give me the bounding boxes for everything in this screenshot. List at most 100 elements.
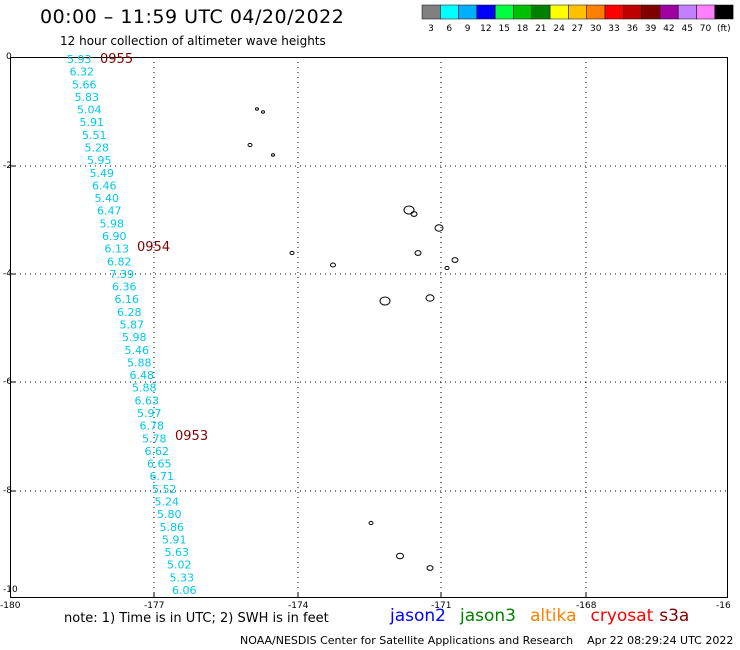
wave-height-label: 5.87	[120, 319, 145, 332]
wave-height-label: 5.88	[132, 382, 157, 395]
wave-height-label: 6.48	[130, 369, 155, 382]
island-outline	[410, 211, 418, 217]
wave-height-label: 5.83	[75, 91, 100, 104]
legend-label: 70	[700, 24, 712, 34]
longitude-label: -177	[144, 601, 165, 611]
wave-height-label: 5.95	[87, 154, 112, 167]
wave-height-label: 5.04	[77, 104, 102, 117]
wave-height-label: 6.82	[107, 255, 132, 268]
wave-height-label: 6.32	[70, 66, 95, 79]
wave-height-label: 6.63	[135, 394, 160, 407]
wave-height-label: 6.47	[97, 205, 122, 218]
island-outline	[261, 110, 265, 114]
island-outline	[403, 205, 415, 215]
wave-height-label: 5.93	[67, 53, 92, 66]
wave-height-label: 5.02	[167, 559, 192, 572]
pass-time-label: 0954	[137, 240, 170, 255]
credit-line: NOAA/NESDIS Center for Satellite Applica…	[240, 634, 733, 647]
wave-height-label: 5.33	[170, 571, 195, 584]
altimeter-track: 5.936.325.665.835.045.915.515.285.955.49…	[67, 52, 208, 597]
legend-label: 3	[428, 24, 434, 34]
wave-height-label: 5.98	[122, 331, 147, 344]
longitude-label: -174	[288, 601, 309, 611]
island-outline	[255, 107, 259, 111]
wave-height-label: 6.06	[172, 584, 197, 597]
legend-label: 33	[608, 24, 619, 34]
chart-title: 00:00 – 11:59 UTC 04/20/2022	[40, 6, 345, 28]
island-outline	[289, 250, 295, 256]
island-outline	[396, 552, 404, 560]
island-outline	[451, 257, 459, 263]
wave-height-label: 6.46	[92, 179, 117, 192]
legend-label: 39	[645, 24, 657, 34]
legend-label: 12	[480, 24, 491, 34]
island-outline	[414, 250, 422, 256]
wave-height-label: 6.90	[102, 230, 127, 243]
wave-height-label: 5.63	[165, 546, 190, 559]
latitude-label: -8	[3, 486, 12, 496]
longitude-label: -168	[576, 601, 597, 611]
generated-timestamp: Apr 22 08:29:24 UTC 2022	[587, 634, 734, 647]
wave-height-label: 5.28	[85, 142, 110, 155]
latitude-label: -4	[3, 269, 12, 279]
legend-label: 30	[590, 24, 602, 34]
wave-height-label: 5.46	[125, 344, 150, 357]
credit-text: NOAA/NESDIS Center for Satellite Applica…	[240, 634, 574, 647]
wave-height-label: 5.52	[152, 483, 177, 496]
color-scale-legend: 3 6 9 12 15 18 21 24 27 30 33 36 39 42 45 70 (ft)	[421, 4, 734, 34]
legend-swatch	[714, 4, 734, 20]
footnote: note: 1) Time is in UTC; 2) SWH is in fe…	[64, 611, 329, 626]
wave-height-label: 5.66	[72, 78, 97, 91]
legend-label: 42	[663, 24, 674, 34]
island-outline	[368, 520, 374, 526]
pass-time-label: 0953	[175, 429, 208, 444]
wave-height-label: 6.62	[145, 445, 170, 458]
longitude-label: -16	[716, 601, 731, 611]
wave-height-label: 5.86	[160, 521, 185, 534]
map-frame	[10, 57, 728, 598]
island-outline	[434, 224, 444, 232]
latitude-label: -2	[3, 161, 12, 171]
pass-time-label: 0955	[100, 52, 133, 67]
wave-height-label: 7.39	[110, 268, 135, 281]
wave-height-label: 6.36	[112, 281, 137, 294]
longitude-label: -180	[0, 601, 21, 611]
island-outline	[426, 565, 434, 571]
legend-label: 15	[498, 24, 509, 34]
wave-height-label: 5.49	[90, 167, 115, 180]
legend-label: 45	[681, 24, 692, 34]
satellite-s3a: s3a	[659, 606, 690, 626]
wave-height-label: 5.91	[80, 116, 105, 129]
satellite-jason2: jason2	[390, 606, 446, 626]
wave-height-label: 5.88	[127, 356, 152, 369]
longitude-label: -171	[431, 601, 452, 611]
wave-height-label: 6.65	[147, 458, 172, 471]
latitude-label: -10	[3, 585, 18, 595]
island-outline	[330, 262, 336, 268]
chart-subtitle: 12 hour collection of altimeter wave hei…	[60, 34, 326, 48]
wave-height-label: 6.16	[115, 293, 140, 306]
legend-label: 36	[627, 24, 639, 34]
legend-label: (ft)	[717, 24, 731, 34]
island-outline	[271, 153, 275, 157]
legend-label: 18	[517, 24, 529, 34]
wave-height-label: 5.78	[142, 432, 167, 445]
wave-height-label: 5.51	[82, 129, 107, 142]
wave-height-label: 6.13	[105, 243, 130, 256]
satellite-legend: jason2 jason3 altika cryosat s3a	[390, 606, 703, 626]
wave-height-label: 5.97	[137, 407, 162, 420]
wave-height-label: 6.78	[140, 420, 165, 433]
satellite-altika: altika	[530, 606, 577, 626]
island-outline	[444, 265, 450, 271]
wave-height-label: 6.28	[117, 306, 142, 319]
wave-height-label: 5.98	[100, 217, 125, 230]
island-outlines	[247, 107, 459, 571]
wave-height-label: 6.71	[150, 470, 175, 483]
satellite-cryosat: cryosat	[590, 606, 654, 626]
wave-height-label: 5.24	[155, 496, 180, 509]
latitude-label: 0	[6, 52, 12, 62]
island-outline	[247, 142, 253, 148]
island-outline	[379, 296, 391, 306]
satellite-jason3: jason3	[460, 606, 516, 626]
